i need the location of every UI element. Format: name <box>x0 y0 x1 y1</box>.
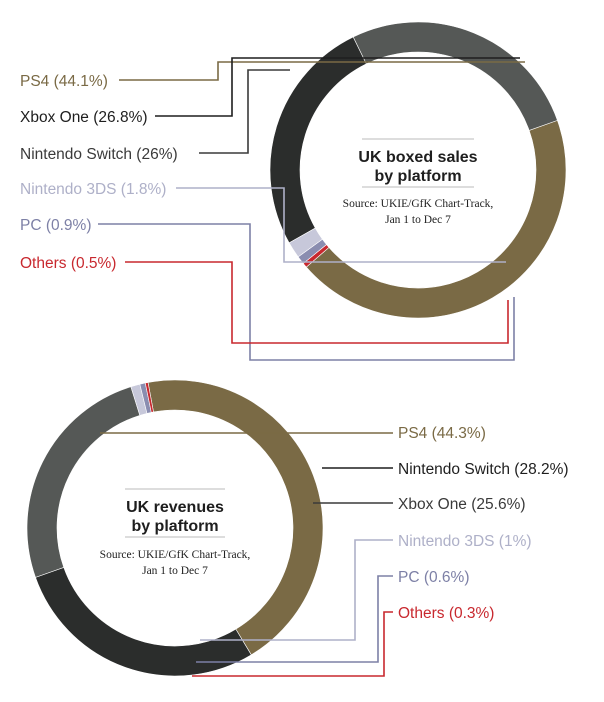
slice-xbox-one <box>352 21 558 131</box>
chart-title-line: UK revenues <box>126 499 224 516</box>
label-nintendo-3ds: Nintendo 3DS (1%) <box>398 533 532 550</box>
leader-line-nintendo-3ds <box>200 539 393 641</box>
label-pc: PC (0.6%) <box>398 569 470 586</box>
label-nintendo-3ds: Nintendo 3DS (1.8%) <box>20 181 166 198</box>
slice-others <box>144 382 154 413</box>
label-pc: PC (0.9%) <box>20 217 92 234</box>
label-xbox-one: Xbox One (26.8%) <box>20 109 148 126</box>
leader-line-pc <box>98 223 515 361</box>
label-others: Others (0.3%) <box>398 605 494 622</box>
leader-line-nintendo-switch <box>199 69 290 154</box>
slice-nintendo-switch <box>35 567 252 677</box>
leader-line-others <box>192 611 393 677</box>
label-nintendo-switch: Nintendo Switch (28.2%) <box>398 461 569 478</box>
label-others: Others (0.5%) <box>20 255 116 272</box>
source-note-line: Jan 1 to Dec 7 <box>385 214 451 226</box>
leader-line-others <box>125 261 509 344</box>
leader-line-nintendo-3ds <box>176 187 506 263</box>
label-ps4: PS4 (44.3%) <box>398 425 486 442</box>
label-nintendo-switch: Nintendo Switch (26%) <box>20 146 178 163</box>
chart-title-line: by plaftorm <box>131 518 218 535</box>
donut-chart-2: PS4 (44.3%) Nintendo Switch (28.2%) Xbox O… <box>26 379 569 677</box>
source-note-line: Source: UKIE/GfK Chart-Track, <box>343 198 494 210</box>
label-xbox-one: Xbox One (25.6%) <box>398 496 526 513</box>
donut-chart-1: PS4 (44.1%) Xbox One (26.8%) Nintendo Swit… <box>20 21 567 361</box>
chart-title-line: UK boxed sales <box>358 149 477 166</box>
slice-ps4 <box>147 379 324 656</box>
source-note-line: Source: UKIE/GfK Chart-Track, <box>100 549 251 561</box>
chart-title-line: by platform <box>374 168 461 185</box>
source-note-line: Jan 1 to Dec 7 <box>142 565 208 577</box>
leader-line-pc <box>196 575 393 663</box>
leader-line-xbox-one <box>155 57 520 117</box>
slice-ps4 <box>305 119 567 319</box>
label-ps4: PS4 (44.1%) <box>20 73 108 90</box>
leader-line-ps4 <box>119 61 525 81</box>
